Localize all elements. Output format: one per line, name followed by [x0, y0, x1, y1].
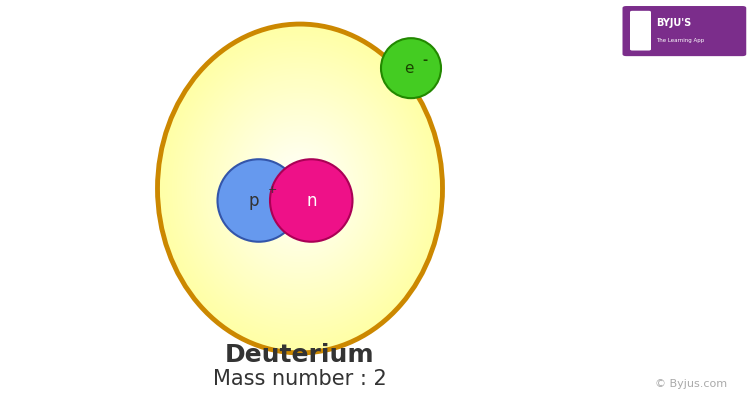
Ellipse shape — [245, 126, 355, 251]
Ellipse shape — [243, 123, 357, 254]
Ellipse shape — [214, 90, 386, 287]
Ellipse shape — [250, 131, 350, 246]
Ellipse shape — [219, 95, 381, 282]
Ellipse shape — [178, 49, 422, 328]
Ellipse shape — [200, 73, 400, 304]
Ellipse shape — [172, 41, 428, 336]
Ellipse shape — [222, 98, 378, 279]
Text: n: n — [306, 192, 316, 209]
Ellipse shape — [196, 68, 404, 309]
Ellipse shape — [276, 161, 324, 216]
Ellipse shape — [257, 139, 343, 238]
Ellipse shape — [176, 46, 424, 331]
Ellipse shape — [286, 172, 314, 205]
Ellipse shape — [184, 54, 416, 323]
Ellipse shape — [224, 101, 376, 276]
Ellipse shape — [162, 30, 438, 347]
Ellipse shape — [281, 166, 319, 211]
Text: © Byjus.com: © Byjus.com — [656, 379, 728, 389]
Ellipse shape — [198, 71, 402, 306]
Ellipse shape — [262, 145, 338, 232]
Ellipse shape — [381, 38, 441, 98]
Text: Deuterium: Deuterium — [225, 343, 375, 367]
Ellipse shape — [255, 136, 345, 241]
Ellipse shape — [202, 76, 398, 301]
Ellipse shape — [205, 79, 395, 298]
Ellipse shape — [212, 87, 388, 290]
Ellipse shape — [226, 103, 374, 273]
Ellipse shape — [269, 153, 331, 224]
Ellipse shape — [167, 35, 433, 342]
Ellipse shape — [264, 148, 336, 229]
Ellipse shape — [298, 186, 302, 191]
Ellipse shape — [296, 183, 304, 194]
Ellipse shape — [288, 175, 312, 202]
Ellipse shape — [248, 128, 352, 249]
Ellipse shape — [241, 120, 359, 257]
Ellipse shape — [182, 51, 419, 326]
Ellipse shape — [190, 63, 410, 314]
FancyBboxPatch shape — [630, 11, 651, 51]
Ellipse shape — [267, 150, 333, 227]
Ellipse shape — [270, 159, 352, 242]
Text: The Learning App: The Learning App — [656, 38, 704, 43]
Ellipse shape — [236, 115, 364, 263]
Ellipse shape — [170, 38, 430, 339]
Ellipse shape — [284, 169, 316, 208]
Ellipse shape — [253, 134, 347, 243]
Ellipse shape — [207, 82, 393, 295]
FancyBboxPatch shape — [622, 6, 746, 56]
Text: e: e — [404, 61, 413, 76]
Ellipse shape — [174, 43, 426, 334]
Ellipse shape — [233, 112, 367, 265]
Ellipse shape — [229, 106, 371, 271]
Ellipse shape — [217, 159, 300, 242]
Ellipse shape — [160, 27, 440, 350]
Ellipse shape — [272, 156, 328, 221]
Ellipse shape — [217, 93, 383, 284]
Ellipse shape — [292, 180, 308, 196]
Ellipse shape — [274, 158, 326, 219]
Ellipse shape — [279, 164, 321, 213]
Ellipse shape — [231, 109, 369, 268]
Ellipse shape — [290, 178, 310, 199]
Ellipse shape — [165, 32, 435, 344]
Ellipse shape — [210, 84, 390, 293]
Ellipse shape — [260, 142, 340, 235]
Ellipse shape — [158, 24, 442, 353]
Text: BYJU'S: BYJU'S — [656, 18, 692, 28]
Ellipse shape — [238, 117, 362, 260]
Ellipse shape — [194, 65, 406, 312]
Ellipse shape — [186, 57, 414, 320]
Ellipse shape — [188, 60, 412, 317]
Text: -: - — [422, 55, 427, 67]
Text: Mass number : 2: Mass number : 2 — [213, 369, 387, 389]
Text: +: + — [268, 186, 277, 195]
Text: p: p — [249, 192, 259, 209]
